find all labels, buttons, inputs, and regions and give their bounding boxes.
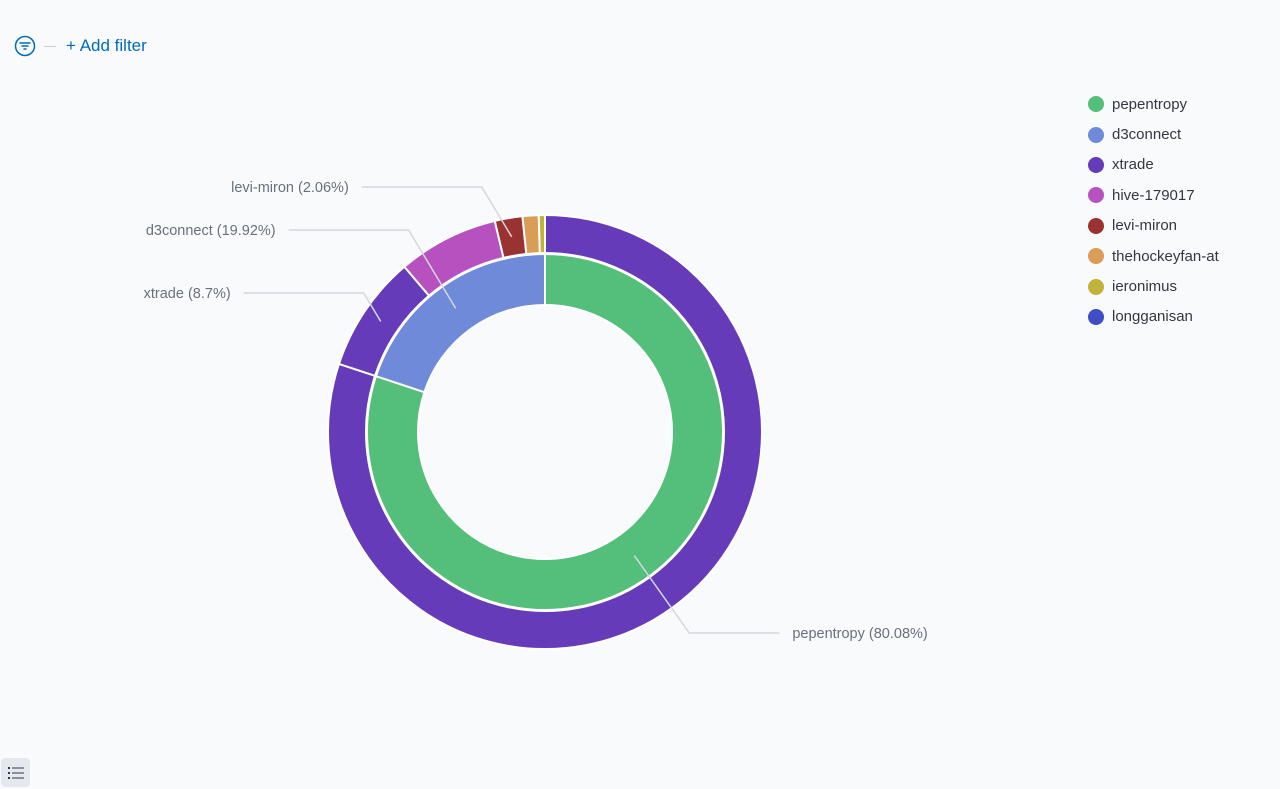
legend-label: xtrade — [1112, 156, 1154, 174]
legend-label: levi-miron — [1112, 217, 1178, 235]
legend-item[interactable]: xtrade — [1088, 150, 1219, 180]
slice-labels: pepentropy (80.08%) d3connect (19.92%) xtr… — [144, 180, 928, 642]
label-leader-line — [243, 292, 382, 322]
chart-legend: pepentropy d3connect xtrade hive-179017 levi… — [1088, 89, 1219, 332]
legend-color-dot — [1088, 278, 1104, 295]
legend-color-dot — [1088, 156, 1104, 173]
legend-item[interactable]: d3connect — [1088, 119, 1219, 149]
slice-label: pepentropy (80.08%) — [792, 626, 927, 642]
legend-label: thehockeyfan-at — [1112, 247, 1219, 265]
legend-color-dot — [1088, 126, 1104, 143]
filter-icon[interactable] — [14, 35, 36, 57]
list-icon[interactable] — [1, 758, 30, 787]
filter-separator — [44, 45, 56, 47]
label-leader-line — [633, 555, 780, 634]
legend-item[interactable]: longganisan — [1088, 302, 1219, 332]
add-filter-button[interactable]: + Add filter — [66, 36, 147, 55]
slice-label: levi-miron (2.06%) — [231, 180, 349, 196]
filter-bar: + Add filter — [14, 33, 147, 59]
legend-label: pepentropy — [1112, 95, 1188, 113]
slice-label: d3connect (19.92%) — [146, 223, 276, 239]
donut-slice-ieronimus[interactable] — [537, 213, 546, 255]
label-leader-line — [361, 186, 513, 238]
label-lines — [243, 186, 780, 634]
donut-slice-thehockeyfan-at[interactable] — [521, 214, 541, 256]
legend-item[interactable]: pepentropy — [1088, 89, 1219, 119]
legend-item[interactable]: ieronimus — [1088, 271, 1219, 301]
donut-slice-pepentropy[interactable] — [366, 252, 724, 611]
legend-color-dot — [1088, 248, 1104, 265]
label-leader-line — [288, 229, 457, 309]
donut-slice-d3connect[interactable] — [374, 252, 546, 394]
legend-color-dot — [1088, 187, 1104, 204]
legend-color-dot — [1088, 308, 1104, 325]
legend-item[interactable]: hive-179017 — [1088, 180, 1219, 210]
legend-color-dot — [1088, 96, 1104, 113]
legend-label: longganisan — [1112, 308, 1193, 326]
legend-label: hive-179017 — [1112, 186, 1195, 204]
slice-label: xtrade (8.7%) — [144, 286, 231, 302]
legend-color-dot — [1088, 217, 1104, 234]
legend-item[interactable]: thehockeyfan-at — [1088, 241, 1219, 271]
inner-ring — [366, 252, 724, 611]
legend-label: d3connect — [1112, 126, 1182, 144]
legend-item[interactable]: levi-miron — [1088, 211, 1219, 241]
legend-label: ieronimus — [1112, 278, 1178, 296]
